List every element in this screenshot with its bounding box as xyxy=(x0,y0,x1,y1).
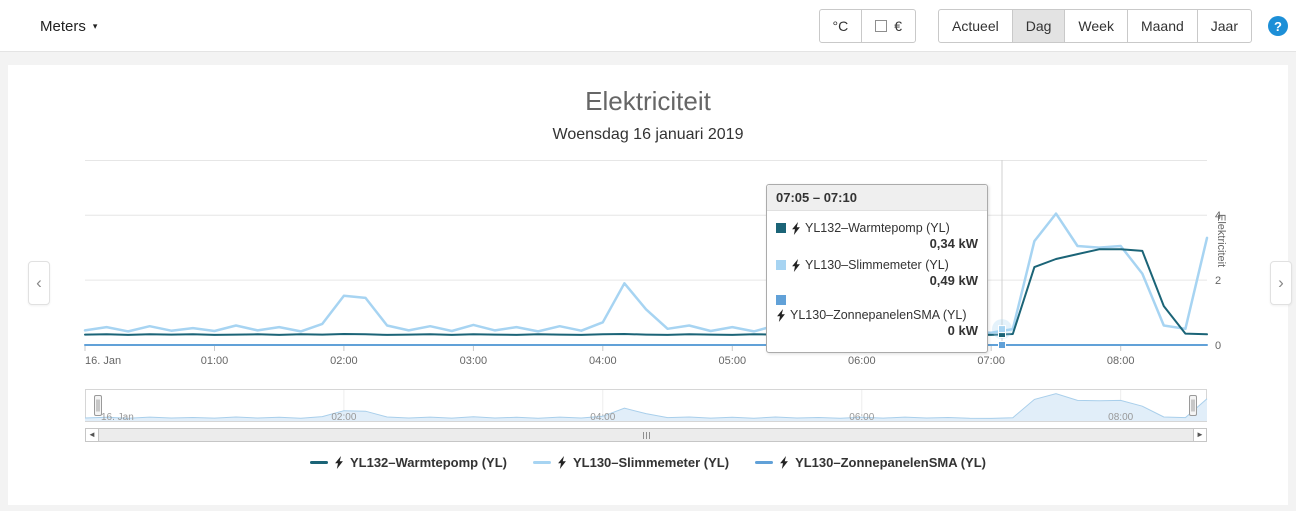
series-color-swatch xyxy=(776,260,786,270)
x-tick-label: 16. Jan xyxy=(85,355,121,367)
x-tick-label: 01:00 xyxy=(201,355,229,367)
series-line xyxy=(84,248,1208,336)
tab-dag[interactable]: Dag xyxy=(1011,9,1066,43)
tooltip-time-range: 07:05 – 07:10 xyxy=(767,185,987,211)
series-value: 0,34 kW xyxy=(929,236,978,251)
navigator-tick-label: 04:00 xyxy=(590,412,615,423)
series-name: YL132–Warmtepomp (YL) xyxy=(805,221,950,235)
navigator-tick-label: 08:00 xyxy=(1108,412,1133,423)
x-tick-label: 07:00 xyxy=(977,355,1005,367)
lightning-icon xyxy=(791,258,801,272)
lightning-icon xyxy=(334,456,344,469)
selected-point-marker xyxy=(998,325,1006,334)
chart-tooltip: 07:05 – 07:10 YL132–Warmtepomp (YL) 0,34 … xyxy=(766,184,988,353)
tab-jaar[interactable]: Jaar xyxy=(1196,9,1252,43)
legend: YL132–Warmtepomp (YL) YL130–Slimmemeter (… xyxy=(0,455,1296,470)
series-value: 0 kW xyxy=(947,323,978,338)
celsius-toggle-button[interactable]: °C xyxy=(818,9,863,43)
legend-item-1[interactable]: YL130–Slimmemeter (YL) xyxy=(532,455,730,470)
period-tabs: Actueel Dag Week Maand Jaar xyxy=(938,9,1252,43)
euro-label: € xyxy=(894,18,903,34)
navigator-handle-right[interactable] xyxy=(1189,395,1197,416)
series-name: YL130–Slimmemeter (YL) xyxy=(805,258,949,272)
help-icon[interactable]: ? xyxy=(1268,16,1288,36)
series-line xyxy=(83,212,1209,334)
tooltip-entry-0: YL132–Warmtepomp (YL) 0,34 kW xyxy=(776,221,978,251)
legend-item-2[interactable]: YL130–ZonnepanelenSMA (YL) xyxy=(755,455,986,470)
scrollbar[interactable]: ◄ ► xyxy=(85,428,1207,442)
lightning-icon xyxy=(791,221,801,235)
scrollbar-left-arrow-icon[interactable]: ◄ xyxy=(85,428,99,442)
meters-dropdown[interactable]: Meters ▾ xyxy=(40,0,97,52)
scrollbar-thumb[interactable] xyxy=(98,428,1194,442)
x-tick-label: 03:00 xyxy=(460,355,488,367)
navigator-area xyxy=(85,393,1207,421)
lightning-icon xyxy=(557,456,567,469)
chart-subtitle: Woensdag 16 januari 2019 xyxy=(552,126,744,143)
y-axis-title: Elektriciteit xyxy=(1215,214,1227,268)
series-line-swatch xyxy=(532,461,551,464)
legend-label: YL132–Warmtepomp (YL) xyxy=(349,455,507,470)
toolbar: Meters ▾ °C € Actueel Dag Week Maand Jaar ? xyxy=(0,0,1296,52)
line-chart[interactable]: 0 2 4 16. Jan 01:00 02:00 03:00 04:00 05:00 06:00… xyxy=(83,160,1221,372)
tab-maand[interactable]: Maand xyxy=(1126,9,1198,43)
tooltip-entry-1: YL130–Slimmemeter (YL) 0,49 kW xyxy=(776,258,978,288)
euro-toggle-button[interactable]: € xyxy=(861,9,917,43)
y-tick-label: 2 xyxy=(1215,275,1221,287)
tooltip-entry-2: YL130–ZonnepanelenSMA (YL) 0 kW xyxy=(776,295,978,338)
series-line-swatch xyxy=(309,461,328,464)
series-line-swatch xyxy=(755,461,774,464)
legend-label: YL130–ZonnepanelenSMA (YL) xyxy=(795,455,986,470)
lightning-icon xyxy=(776,308,786,322)
x-tick-label: 04:00 xyxy=(589,355,617,367)
scroll-right-button[interactable]: › xyxy=(1270,261,1292,305)
legend-label: YL130–Slimmemeter (YL) xyxy=(572,455,730,470)
y-tick-label: 0 xyxy=(1215,340,1221,352)
scrollbar-grip-icon xyxy=(642,431,644,439)
series-value: 0,49 kW xyxy=(929,273,978,288)
lightning-icon xyxy=(779,456,789,469)
scrollbar-right-arrow-icon[interactable]: ► xyxy=(1193,428,1207,442)
series-color-swatch xyxy=(776,223,786,233)
chart-title: Elektriciteit xyxy=(585,86,711,116)
x-tick-label: 05:00 xyxy=(719,355,747,367)
navigator-tick-label: 06:00 xyxy=(849,412,874,423)
tab-week[interactable]: Week xyxy=(1064,9,1128,43)
navigator-tick-label: 02:00 xyxy=(331,412,356,423)
series-color-swatch xyxy=(776,295,786,305)
legend-item-0[interactable]: YL132–Warmtepomp (YL) xyxy=(309,455,507,470)
navigator[interactable]: 16. Jan 02:00 04:00 06:00 08:00 xyxy=(84,389,1208,425)
tooltip-body: YL132–Warmtepomp (YL) 0,34 kW YL130–Slimme… xyxy=(767,211,987,352)
meters-dropdown-label: Meters xyxy=(40,17,86,35)
chevron-down-icon: ▾ xyxy=(92,20,98,31)
navigator-handle-left[interactable] xyxy=(94,395,102,416)
x-tick-label: 06:00 xyxy=(848,355,876,367)
x-tick-label: 08:00 xyxy=(1107,355,1135,367)
scroll-left-button[interactable]: ‹ xyxy=(28,261,50,305)
navigator-tick-label: 16. Jan xyxy=(101,412,134,423)
x-tick-label: 02:00 xyxy=(330,355,358,367)
unit-toggle-group: °C € xyxy=(818,9,917,43)
euro-checkbox[interactable] xyxy=(875,20,888,32)
toolbar-right: °C € Actueel Dag Week Maand Jaar ? xyxy=(818,9,1288,43)
selected-point-marker xyxy=(998,341,1006,349)
tab-actueel[interactable]: Actueel xyxy=(938,9,1013,43)
series-name: YL130–ZonnepanelenSMA (YL) xyxy=(790,308,967,322)
y-tick-label: 4 xyxy=(1215,210,1221,222)
